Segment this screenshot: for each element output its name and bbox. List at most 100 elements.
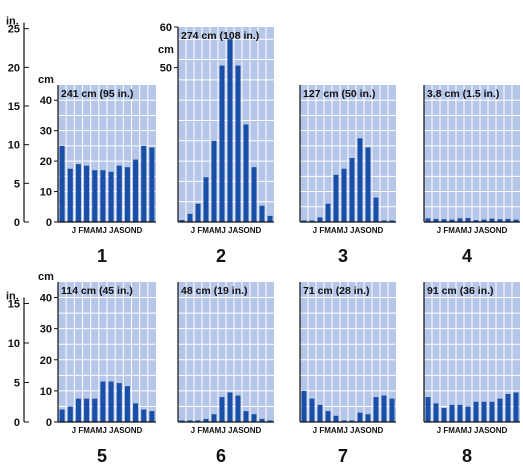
inch-tick-label: 20 [8,62,20,74]
cm-tick-label: 10 [40,386,52,398]
panel-number: 2 [216,246,226,266]
bar-J-7 [473,401,479,422]
panel-number: 3 [338,246,348,266]
bar-M-5 [92,170,98,222]
bar-F-2 [67,406,73,422]
bar-J-1 [179,420,185,422]
bar-J-1 [425,218,431,222]
bar-F-2 [187,213,193,222]
bar-M-3 [75,398,81,422]
bar-N-11 [505,218,511,222]
bar-M-3 [195,420,201,422]
bar-D-12 [267,420,273,422]
bar-A-8 [357,138,363,222]
climate-panel-6: 48 cm (19 in.) J FMAMJ JASOND 6 [177,282,274,466]
month-labels: J FMAMJ JASOND [72,426,143,435]
bar-M-5 [211,414,217,422]
bar-J-6 [465,406,471,422]
bar-M-5 [457,218,463,222]
bar-S-9 [365,414,371,422]
total-annotation: 241 cm (95 in.) [61,88,133,100]
bar-D-12 [513,392,519,422]
bar-A-4 [449,404,455,422]
bar-O-10 [497,398,503,422]
bar-D-12 [389,220,395,222]
bar-F-2 [67,168,73,222]
bar-F-2 [433,403,439,422]
month-labels: J FMAMJ JASOND [437,226,508,235]
panel-number: 8 [462,446,472,466]
bar-M-5 [333,174,339,222]
bar-A-4 [203,418,209,422]
bar-D-12 [267,215,273,222]
bar-M-3 [317,217,323,222]
cm-tick-label: 10 [40,187,52,199]
bar-M-5 [211,140,217,222]
inch-unit-label: in. [6,290,19,302]
climate-panel-1: 241 cm (95 in.)J FMAMJ JASOND1010203040c… [6,16,156,266]
inch-tick-label: 15 [8,101,20,113]
panel-number: 1 [97,246,107,266]
cm-tick-label: 30 [40,324,52,336]
panel-number: 7 [338,446,348,466]
bar-N-11 [259,205,265,222]
bar-J-1 [59,409,65,422]
bar-J-6 [100,170,106,222]
bar-M-3 [441,219,447,222]
bar-A-8 [481,401,487,422]
bar-M-3 [441,408,447,422]
bar-O-10 [133,159,139,222]
bar-M-5 [92,398,98,422]
bar-M-5 [457,404,463,422]
bar-A-8 [116,383,122,422]
cm-tick-label: 30 [40,126,52,138]
bar-J-6 [219,397,225,422]
month-labels: J FMAMJ JASOND [437,426,508,435]
bar-A-8 [481,219,487,222]
month-labels: J FMAMJ JASOND [191,426,262,435]
bar-F-2 [187,420,193,422]
bar-O-10 [251,167,257,222]
bar-M-3 [75,164,81,222]
bar-D-12 [149,147,155,222]
bar-A-4 [203,177,209,222]
bar-N-11 [505,394,511,422]
bar-J-7 [227,39,233,222]
bar-J-1 [179,219,185,222]
cm-tick-label: 50 [160,63,172,75]
inch-tick-label: 5 [14,377,20,389]
total-annotation: 48 cm (19 in.) [181,285,248,297]
inch-tick-label: 15 [8,298,20,310]
bar-D-12 [513,219,519,222]
bar-J-6 [465,218,471,222]
bar-O-10 [497,219,503,222]
bar-A-4 [325,203,331,222]
bar-S-9 [489,401,495,422]
panel-number: 4 [462,246,472,266]
bar-J-7 [227,392,233,422]
month-labels: J FMAMJ JASOND [191,226,262,235]
total-annotation: 114 cm (45 in.) [61,285,133,297]
cm-unit-label: cm [38,74,54,86]
bar-F-2 [309,398,315,422]
bar-J-6 [341,168,347,222]
cm-tick-label: 60 [160,22,172,34]
bar-N-11 [381,220,387,222]
panel-number: 5 [97,446,107,466]
cm-unit-label: cm [38,271,54,283]
bar-A-4 [325,411,331,422]
bar-F-2 [433,218,439,222]
climate-panel-2: 274 cm (108 in.) J FMAMJ JASOND 2 50 60 cm [158,22,274,266]
cm-tick-label: 40 [40,293,52,305]
bar-S-9 [365,147,371,222]
bar-S-9 [243,124,249,222]
bar-J-7 [349,420,355,422]
bar-S-9 [243,411,249,422]
total-annotation: 91 cm (36 in.) [427,285,494,297]
cm-tick-label: 20 [40,156,52,168]
bar-A-8 [116,165,122,222]
total-annotation: 3.8 cm (1.5 in.) [427,88,499,100]
total-annotation: 71 cm (28 in.) [303,285,370,297]
bar-N-11 [141,145,147,222]
